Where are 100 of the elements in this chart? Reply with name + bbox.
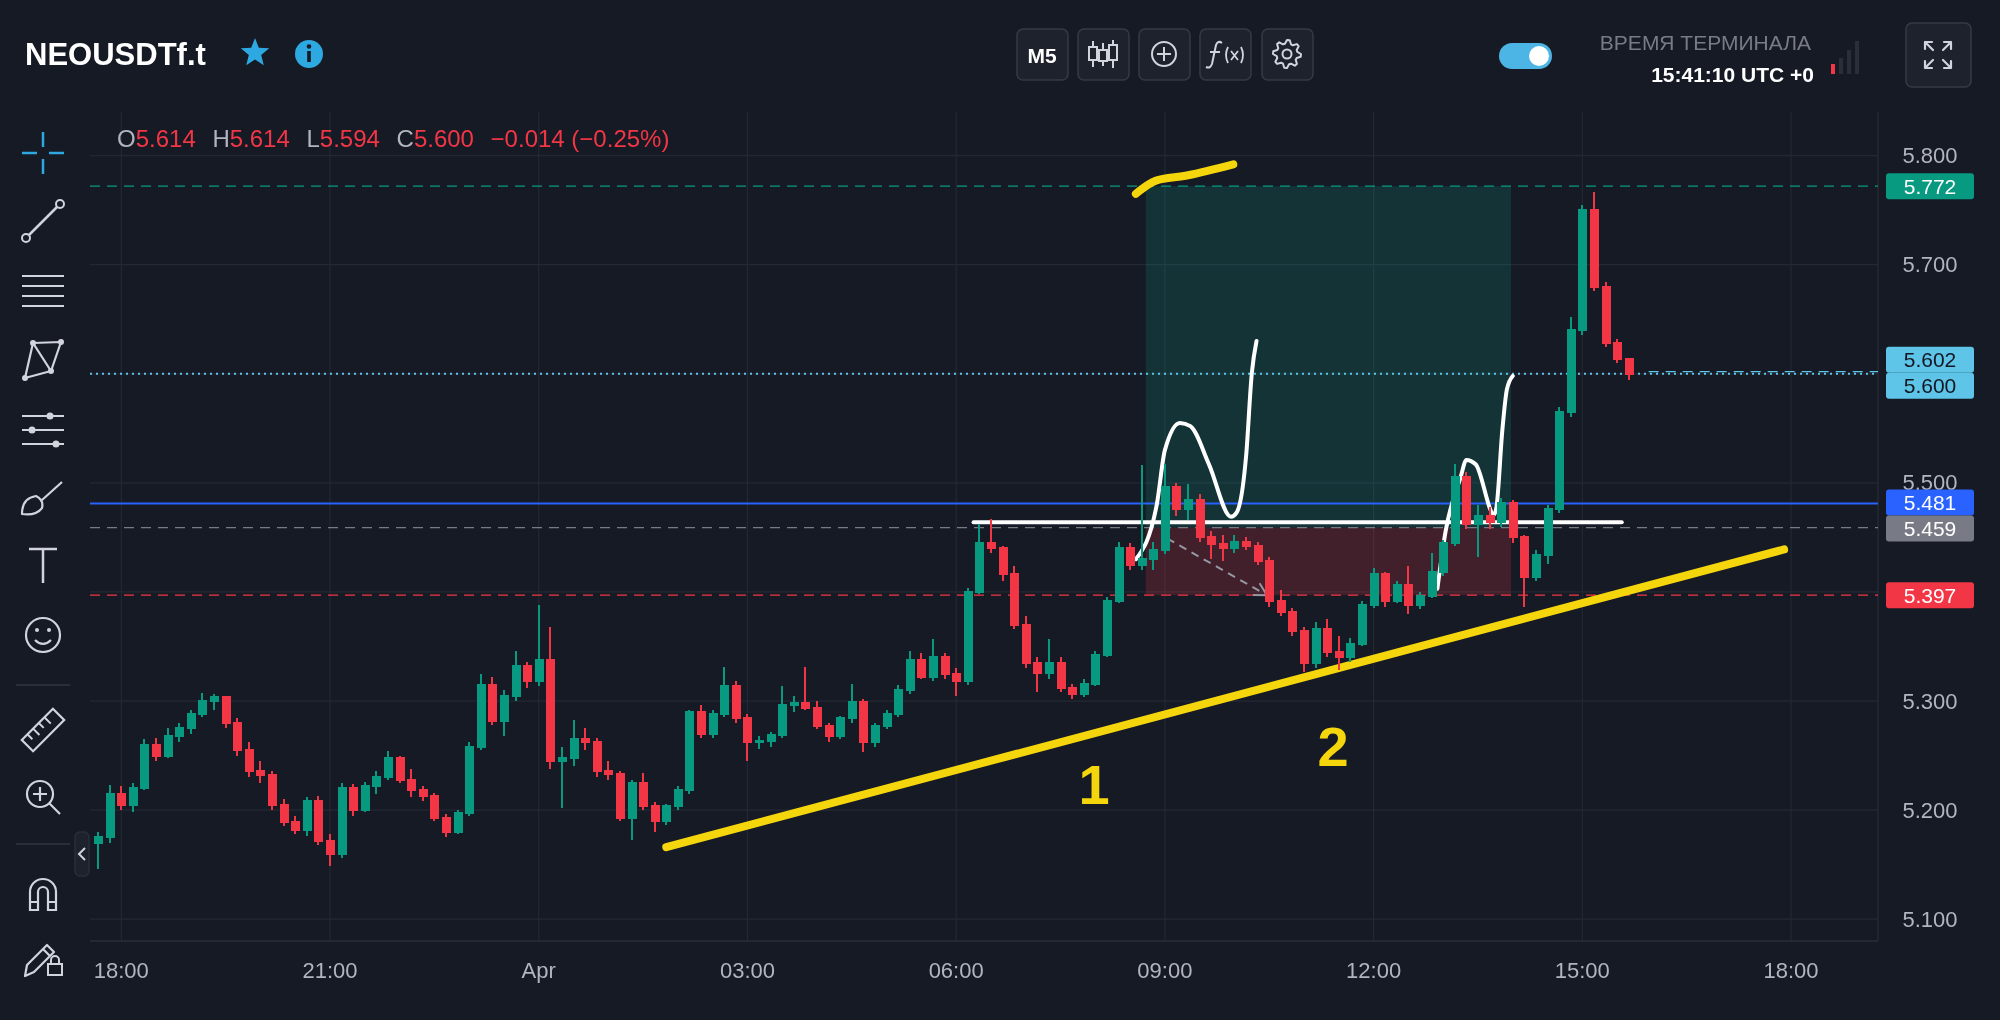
- candlestick: [708, 708, 718, 740]
- candlestick: [267, 769, 277, 812]
- candlestick: [1114, 540, 1124, 604]
- candlestick: [777, 684, 787, 740]
- ref-line-label: 5.602: [1903, 348, 1957, 372]
- candlestick: [139, 738, 149, 792]
- candlestick: [302, 796, 312, 838]
- candlestick: [1253, 540, 1263, 566]
- candlestick: [963, 586, 973, 686]
- candlestick: [337, 781, 347, 860]
- candlestick: [186, 708, 196, 735]
- candlestick: [232, 717, 242, 757]
- candlestick: [221, 694, 231, 730]
- candlestick: [603, 760, 613, 781]
- candlestick: [406, 767, 416, 799]
- candlestick: [1473, 503, 1483, 559]
- candlestick: [371, 769, 381, 795]
- candlestick: [1438, 538, 1448, 577]
- candlestick: [742, 713, 752, 763]
- candlestick: [1183, 482, 1193, 521]
- candlestick: [174, 721, 184, 744]
- candlestick: [1044, 637, 1054, 681]
- candlestick: [893, 683, 903, 719]
- candlestick: [476, 672, 486, 752]
- candlestick: [754, 734, 764, 751]
- candlestick: [383, 750, 393, 781]
- x-tick-label: 12:00: [1346, 957, 1402, 983]
- candlestick: [800, 666, 810, 711]
- text: 15:41:10 UTC +0: [1651, 62, 1814, 86]
- candlestick: [313, 794, 323, 847]
- candlestick: [928, 637, 938, 683]
- candlestick: [1392, 580, 1402, 604]
- y-tick-label: 5.200: [1902, 797, 1958, 823]
- candlestick: [290, 814, 300, 836]
- candlestick: [824, 721, 834, 744]
- candlestick: [1496, 497, 1506, 528]
- candlestick: [580, 727, 590, 752]
- candlestick: [522, 660, 532, 689]
- x-tick-label: 21:00: [302, 957, 358, 983]
- x-tick-label: 18:00: [93, 957, 149, 983]
- candlestick: [163, 727, 173, 759]
- candlestick: [255, 760, 265, 784]
- candlestick: [998, 545, 1008, 583]
- candlestick: [1160, 463, 1170, 555]
- candlestick: [916, 652, 926, 681]
- candlestick: [360, 780, 370, 814]
- candlestick: [1543, 503, 1553, 565]
- candlestick: [1287, 607, 1297, 637]
- x-tick-label: Apr: [521, 957, 556, 983]
- candlestick: [244, 741, 254, 779]
- candlestick: [105, 784, 115, 844]
- candlestick: [1601, 281, 1611, 348]
- candlestick: [429, 791, 439, 823]
- candlestick: [1090, 649, 1100, 687]
- candlestick: [93, 830, 103, 871]
- text: ВРЕМЯ ТЕРМИНАЛА: [1599, 30, 1811, 54]
- candlestick: [673, 785, 683, 812]
- candlestick: [951, 667, 961, 697]
- candlestick: [1461, 470, 1471, 530]
- annotation: 2: [1317, 714, 1349, 778]
- candlestick: [661, 802, 671, 827]
- candlestick: [545, 625, 555, 770]
- x-tick-label: 09:00: [1137, 957, 1193, 983]
- candlestick: [348, 782, 358, 817]
- candlestick: [1566, 316, 1576, 419]
- candlestick: [1241, 536, 1251, 552]
- candlestick: [1079, 678, 1089, 698]
- candlestick: [1589, 190, 1599, 292]
- candlestick: [279, 798, 289, 828]
- candlestick: [719, 666, 729, 719]
- candlestick: [684, 708, 694, 795]
- candlestick: [812, 700, 822, 731]
- candlestick: [1624, 357, 1634, 382]
- x-tick-label: 06:00: [928, 957, 984, 983]
- candlestick: [128, 781, 138, 814]
- ref-line-label: 5.600: [1903, 374, 1957, 398]
- candlestick: [1206, 529, 1216, 561]
- candlestick: [1067, 682, 1077, 700]
- candlestick: [151, 737, 161, 763]
- ref-line-label: 5.397: [1903, 583, 1957, 607]
- candlestick: [325, 833, 335, 867]
- y-tick-label: 5.800: [1902, 143, 1958, 169]
- candlestick: [766, 730, 776, 748]
- candlestick: [650, 801, 660, 833]
- candlestick: [1531, 549, 1541, 583]
- y-tick-label: 5.700: [1902, 252, 1958, 278]
- y-tick-label: 5.100: [1902, 906, 1958, 932]
- candlestick: [557, 745, 567, 809]
- candlestick: [1345, 636, 1355, 663]
- candlestick: [1056, 656, 1066, 694]
- candlestick: [1171, 481, 1181, 517]
- text: O5.614 H5.614 L5.594 C5.600 −0.014 (−0.25%): [117, 124, 670, 152]
- candlestick: [395, 754, 405, 784]
- text: M5: [1027, 43, 1057, 67]
- candlestick: [1415, 590, 1425, 611]
- ref-line-label: 5.459: [1903, 517, 1957, 541]
- candlestick: [197, 692, 207, 719]
- candlestick: [1357, 599, 1367, 648]
- candlestick: [1264, 556, 1274, 609]
- candlestick: [569, 718, 579, 768]
